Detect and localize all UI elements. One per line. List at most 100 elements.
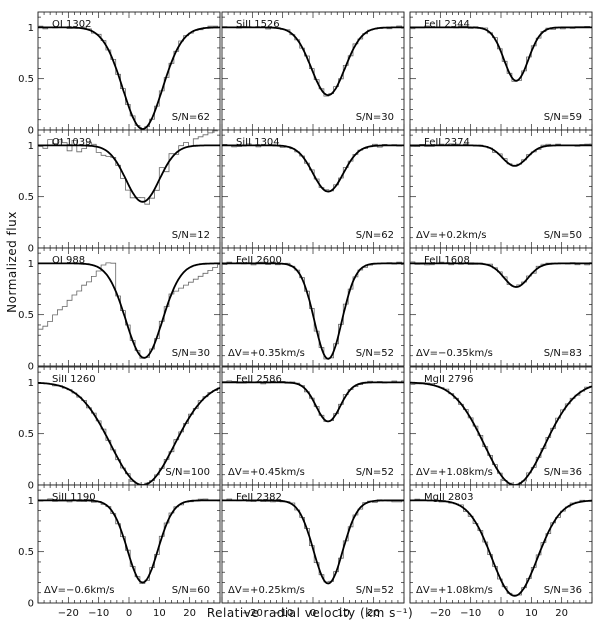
line-id-label: SiII 1260 bbox=[52, 374, 96, 385]
y-tick-label: 0 bbox=[28, 244, 34, 255]
panel-frame bbox=[409, 11, 593, 131]
panel-frame bbox=[409, 484, 593, 604]
y-tick-label: 0 bbox=[28, 362, 34, 373]
x-tick-label: −10 bbox=[460, 608, 481, 619]
velocity-shift-label: ΔV=+0.25km/s bbox=[228, 585, 305, 596]
panel-frame bbox=[221, 366, 405, 486]
panel-frame bbox=[221, 129, 405, 249]
line-id-label: FeII 1608 bbox=[424, 255, 470, 266]
model-fit-line bbox=[410, 499, 592, 597]
signal-to-noise-label: S/N=62 bbox=[356, 230, 394, 241]
x-tick-label: 0 bbox=[126, 608, 132, 619]
y-tick-label: 1 bbox=[28, 23, 34, 34]
x-tick-label: 0 bbox=[310, 608, 316, 619]
signal-to-noise-label: S/N=36 bbox=[544, 585, 582, 596]
panel-siii-1190: 0 0.5 1 −20 −10 0 10 20 SiII 1190 S/N=60 ΔV=−0.6km… bbox=[18, 484, 221, 619]
x-axis-title: Relative radial velocity (km s⁻¹) bbox=[207, 606, 413, 620]
signal-to-noise-label: S/N=52 bbox=[356, 467, 394, 478]
model-fit-line bbox=[222, 144, 404, 193]
x-tick-label: −20 bbox=[58, 608, 79, 619]
line-id-label: FeII 2586 bbox=[236, 374, 282, 385]
model-fit-line bbox=[222, 262, 404, 360]
x-tick-label: −20 bbox=[430, 608, 451, 619]
panel-oi-988: 0 0.5 1 OI 988 S/N=30 bbox=[18, 247, 221, 373]
signal-to-noise-label: S/N=52 bbox=[356, 585, 394, 596]
panel-frame bbox=[37, 484, 221, 604]
y-tick-label: 1 bbox=[28, 259, 34, 270]
signal-to-noise-label: S/N=36 bbox=[544, 467, 582, 478]
signal-to-noise-label: S/N=12 bbox=[172, 230, 210, 241]
panel-siii-1304: SiII 1304 S/N=62 bbox=[221, 129, 405, 249]
model-fit-line bbox=[410, 26, 592, 82]
panel-feii-2344: FeII 2344 S/N=59 bbox=[409, 11, 593, 131]
x-tick-label: 20 bbox=[555, 608, 568, 619]
panel-frame bbox=[221, 247, 405, 367]
x-tick-label: −10 bbox=[272, 608, 293, 619]
y-tick-label: 0.5 bbox=[18, 429, 34, 440]
velocity-shift-label: ΔV=−0.35km/s bbox=[416, 348, 493, 359]
model-fit-line bbox=[38, 499, 220, 584]
y-tick-label: 1 bbox=[28, 378, 34, 389]
model-fit-line bbox=[410, 381, 593, 486]
signal-to-noise-label: S/N=100 bbox=[165, 467, 210, 478]
signal-to-noise-label: S/N=30 bbox=[356, 112, 394, 123]
signal-to-noise-label: S/N=60 bbox=[172, 585, 210, 596]
line-id-label: OI 988 bbox=[52, 255, 85, 266]
line-id-label: SiII 1304 bbox=[236, 137, 280, 148]
line-id-label: SiII 1190 bbox=[52, 492, 96, 503]
x-tick-label: −10 bbox=[88, 608, 109, 619]
model-fit-line bbox=[410, 262, 592, 288]
x-tick-label: 0 bbox=[498, 608, 504, 619]
x-tick-label: 20 bbox=[367, 608, 380, 619]
y-tick-label: 0.5 bbox=[18, 547, 34, 558]
line-id-label: OI 1302 bbox=[52, 19, 91, 30]
velocity-shift-label: ΔV=−0.6km/s bbox=[44, 585, 114, 596]
velocity-shift-label: ΔV=+0.35km/s bbox=[228, 348, 305, 359]
panel-feii-2382: −20 −10 0 10 20 FeII 2382 S/N=52 ΔV=+0.25km/s bbox=[221, 484, 405, 619]
y-tick-label: 1 bbox=[28, 141, 34, 152]
x-tick-label: 10 bbox=[153, 608, 166, 619]
panel-feii-2600: FeII 2600 S/N=52 ΔV=+0.35km/s bbox=[221, 247, 405, 367]
signal-to-noise-label: S/N=52 bbox=[356, 348, 394, 359]
panel-siii-1260: 0 0.5 1 SiII 1260 S/N=100 bbox=[18, 366, 221, 492]
model-fit-line bbox=[38, 262, 220, 359]
y-tick-label: 0 bbox=[28, 126, 34, 137]
panel-feii-2586: FeII 2586 S/N=52 ΔV=+0.45km/s bbox=[221, 366, 405, 486]
panel-siii-1526: SiII 1526 S/N=30 bbox=[221, 11, 405, 131]
velocity-shift-label: ΔV=+1.08km/s bbox=[416, 467, 493, 478]
panels-layer: 0 0.5 1 OI 1302 S/N=62 SiII 1526 S/N=30 FeII 23… bbox=[18, 11, 593, 619]
model-fit-line bbox=[222, 381, 404, 423]
signal-to-noise-label: S/N=30 bbox=[172, 348, 210, 359]
y-tick-label: 0.5 bbox=[18, 192, 34, 203]
signal-to-noise-label: S/N=59 bbox=[544, 112, 582, 123]
panel-frame bbox=[37, 11, 221, 131]
x-tick-label: 10 bbox=[337, 608, 350, 619]
signal-to-noise-label: S/N=62 bbox=[172, 112, 210, 123]
line-id-label: MgII 2803 bbox=[424, 492, 474, 503]
line-id-label: FeII 2600 bbox=[236, 255, 282, 266]
velocity-shift-label: ΔV=+1.08km/s bbox=[416, 585, 493, 596]
panel-oi-1039: 0 0.5 1 OI 1039 S/N=12 bbox=[18, 129, 221, 255]
line-id-label: FeII 2344 bbox=[424, 19, 470, 30]
line-id-label: FeII 2382 bbox=[236, 492, 282, 503]
panel-feii-2374: FeII 2374 S/N=50 ΔV=+0.2km/s bbox=[409, 129, 593, 249]
model-fit-line bbox=[222, 499, 404, 585]
y-tick-label: 0.5 bbox=[18, 74, 34, 85]
model-fit-line bbox=[38, 26, 220, 130]
y-axis-title: Normalized flux bbox=[5, 211, 19, 313]
velocity-shift-label: ΔV=+0.2km/s bbox=[416, 230, 486, 241]
line-id-label: MgII 2796 bbox=[424, 374, 474, 385]
panel-frame bbox=[409, 247, 593, 367]
x-tick-label: 10 bbox=[525, 608, 538, 619]
signal-to-noise-label: S/N=50 bbox=[544, 230, 582, 241]
model-fit-line bbox=[410, 144, 592, 167]
model-fit-line bbox=[38, 382, 221, 486]
line-id-label: FeII 2374 bbox=[424, 137, 470, 148]
panel-frame bbox=[37, 366, 221, 486]
signal-to-noise-label: S/N=83 bbox=[544, 348, 582, 359]
panel-oi-1302: 0 0.5 1 OI 1302 S/N=62 bbox=[18, 11, 221, 137]
y-tick-label: 0 bbox=[28, 599, 34, 610]
panel-frame bbox=[409, 129, 593, 249]
